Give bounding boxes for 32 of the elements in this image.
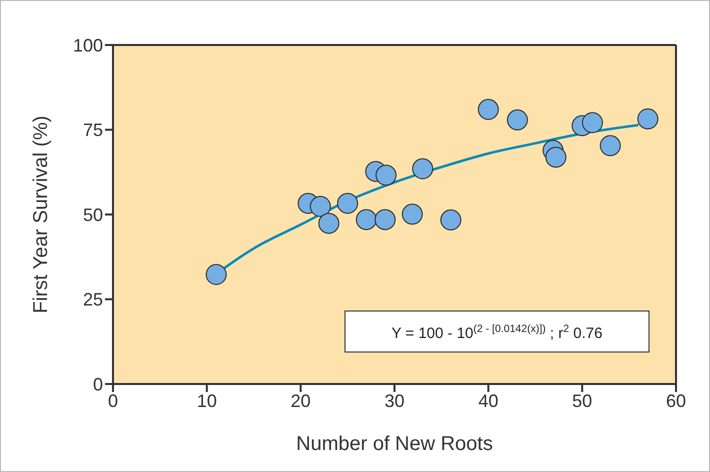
y-tick-label: 0 bbox=[92, 374, 103, 394]
point bbox=[545, 146, 566, 168]
point bbox=[337, 192, 358, 214]
point bbox=[412, 158, 434, 180]
text-box: Y = 100 - 10$^{(2 - [0.0142(x)])}$ ; r$^{2}$ 0.76 bbox=[344, 310, 650, 352]
x-tick-label: 10 bbox=[196, 390, 217, 411]
x-tick-label: 40 bbox=[478, 390, 498, 411]
annotation: Y = 100 - 10$^{(2 - [0.0142(x)])}$ ; r$^{2}$ 0.76 bbox=[392, 323, 602, 342]
point bbox=[478, 98, 499, 120]
point bbox=[376, 164, 397, 186]
point bbox=[402, 204, 423, 225]
point bbox=[318, 212, 340, 234]
x-tick-label: 50 bbox=[572, 390, 592, 411]
x-axis-title: Number of New Roots bbox=[296, 433, 493, 455]
point bbox=[582, 112, 603, 134]
point bbox=[440, 209, 462, 230]
y-tick-label: 75 bbox=[82, 120, 103, 140]
point bbox=[374, 209, 396, 230]
y-tick-label: 25 bbox=[82, 290, 103, 310]
point bbox=[206, 264, 227, 286]
y-tick-label: 100 bbox=[72, 35, 103, 56]
point bbox=[310, 196, 331, 217]
point bbox=[356, 209, 377, 230]
point bbox=[600, 135, 621, 156]
x-tick-label: 20 bbox=[290, 390, 311, 411]
x-tick-label: 60 bbox=[666, 390, 686, 411]
y-tick-label: 50 bbox=[82, 204, 103, 225]
point bbox=[506, 109, 528, 130]
y-axis-title: First Year Survival (%) bbox=[30, 116, 52, 314]
x-tick-label: 0 bbox=[108, 390, 118, 411]
point bbox=[637, 108, 658, 130]
x-tick-label: 30 bbox=[384, 390, 405, 411]
